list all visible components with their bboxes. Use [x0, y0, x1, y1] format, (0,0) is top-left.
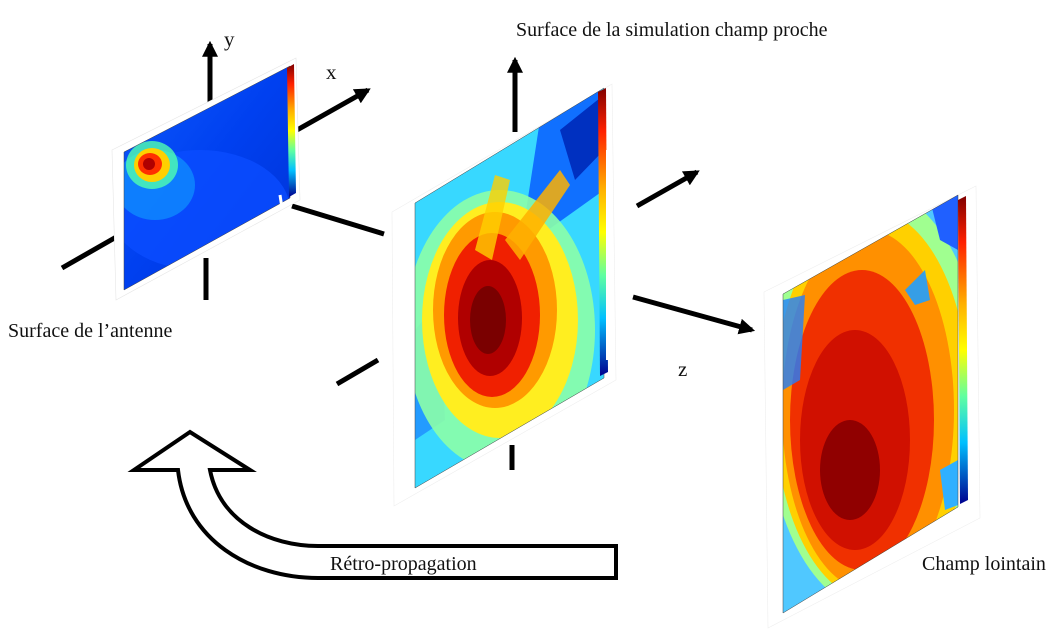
colorbar	[287, 64, 296, 197]
axis-segment	[291, 203, 385, 237]
back-propagation-label: Rétro-propagation	[330, 553, 477, 575]
curved-arrow-icon	[127, 429, 618, 580]
coordinate-axes	[60, 40, 756, 470]
colorbar	[958, 196, 968, 504]
z-axis-arrow-icon	[632, 294, 756, 335]
x-axis-label: x	[326, 60, 337, 84]
axis-segment	[335, 357, 380, 387]
z-axis-label: z	[678, 357, 687, 381]
antenna-surface-panel	[111, 57, 301, 301]
axis-segment	[60, 233, 120, 271]
near-field-panel	[391, 83, 617, 507]
x-axis-arrow-icon	[295, 87, 371, 133]
antenna-surface-label: Surface de l’antenne	[8, 320, 172, 342]
x-axis-arrow-icon	[635, 169, 700, 209]
near-field-surface-label: Surface de la simulation champ proche	[516, 19, 828, 41]
colorbar	[598, 88, 608, 376]
far-field-label: Champ lointain	[922, 553, 1046, 575]
y-axis-label: y	[224, 27, 235, 51]
